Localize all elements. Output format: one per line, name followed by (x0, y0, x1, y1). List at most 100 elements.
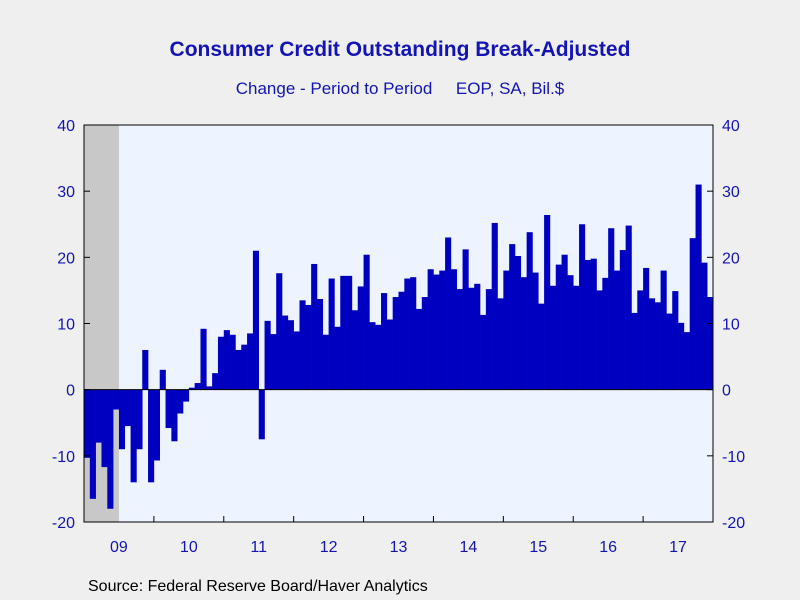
bar (654, 302, 661, 390)
bar (404, 278, 411, 390)
bar (648, 298, 656, 390)
bar (107, 389, 114, 509)
bar (637, 290, 644, 390)
bar (631, 312, 638, 390)
bar (491, 222, 498, 390)
x-tick-label: 11 (250, 539, 267, 556)
bar (235, 349, 242, 390)
bar (328, 278, 335, 390)
y-axis-left: -20 -10 0 10 20 30 40 (52, 118, 90, 532)
bar (118, 389, 126, 450)
bar (474, 283, 481, 390)
bar (252, 250, 260, 390)
bar (573, 285, 580, 390)
bar (223, 330, 230, 390)
bar (363, 254, 370, 390)
bar (468, 287, 475, 390)
bar (695, 184, 702, 390)
bar (136, 389, 143, 450)
bar (84, 389, 91, 458)
x-tick-label: 09 (110, 539, 128, 556)
bar (427, 269, 434, 390)
y-tick-label-left: 30 (57, 184, 75, 201)
bar (445, 237, 452, 390)
bar (433, 274, 440, 390)
bar (153, 389, 161, 461)
bar (95, 389, 102, 443)
bar (357, 286, 364, 390)
bar (217, 336, 225, 390)
bar (322, 334, 329, 390)
x-tick-label: 13 (390, 539, 408, 556)
bar (206, 386, 213, 390)
bar (485, 289, 492, 390)
bar (293, 331, 300, 390)
bar (392, 297, 399, 390)
bar (421, 297, 428, 390)
bar (415, 308, 423, 390)
y-tick-label-right: -20 (722, 515, 745, 532)
bar (538, 303, 545, 390)
bar (247, 333, 254, 390)
chart-subtitle: Change - Period to Period EOP, SA, Bil.$ (235, 79, 565, 98)
x-tick-label: 14 (459, 539, 477, 556)
bar (287, 320, 294, 390)
bar (276, 273, 283, 390)
y-tick-label-left: 10 (57, 317, 75, 334)
bar (346, 275, 353, 390)
bar (544, 214, 551, 390)
x-axis: 09 10 11 12 13 14 15 16 17 (83, 516, 714, 556)
bar (619, 250, 626, 390)
y-axis-right: -20 -10 0 10 20 30 40 (707, 118, 745, 532)
bar (439, 270, 446, 390)
bar (89, 389, 96, 499)
bar (497, 298, 504, 390)
bar (113, 389, 120, 410)
bar (480, 314, 487, 390)
y-tick-label-left: 20 (57, 250, 75, 267)
bar (148, 389, 155, 483)
bar (532, 272, 539, 390)
y-tick-label-right: 30 (722, 184, 740, 201)
bar (579, 224, 586, 390)
bar (241, 344, 248, 390)
bar (165, 389, 172, 429)
y-tick-label-right: 0 (722, 383, 731, 400)
y-tick-label-right: 20 (722, 250, 740, 267)
source-note: Source: Federal Reserve Board/Haver Anal… (88, 578, 428, 595)
y-tick-label-left: -20 (52, 515, 75, 532)
bar (177, 389, 184, 414)
bar (707, 297, 714, 390)
bar (299, 300, 306, 390)
x-tick-label: 12 (320, 539, 338, 556)
bar (188, 387, 195, 390)
bar (351, 310, 359, 390)
bar (584, 259, 591, 390)
bar (381, 293, 388, 390)
bar (124, 389, 131, 427)
y-tick-label-right: 10 (722, 317, 740, 334)
bar (305, 304, 312, 390)
bar (316, 299, 324, 390)
y-tick-label-right: 40 (722, 118, 740, 135)
bar (375, 324, 382, 390)
bar (270, 334, 277, 390)
bar (596, 290, 603, 390)
bar (101, 389, 108, 468)
bar (398, 291, 405, 390)
bar (159, 369, 166, 390)
bar (643, 267, 650, 390)
bar (410, 277, 417, 390)
bar (171, 389, 178, 442)
bar (503, 270, 510, 390)
bar (229, 334, 236, 390)
bar (212, 373, 219, 390)
bar (549, 285, 557, 390)
bar (183, 389, 190, 402)
bar (602, 277, 609, 390)
bar (590, 258, 597, 390)
bar (194, 383, 201, 390)
bar (509, 244, 516, 390)
bar (520, 277, 527, 390)
